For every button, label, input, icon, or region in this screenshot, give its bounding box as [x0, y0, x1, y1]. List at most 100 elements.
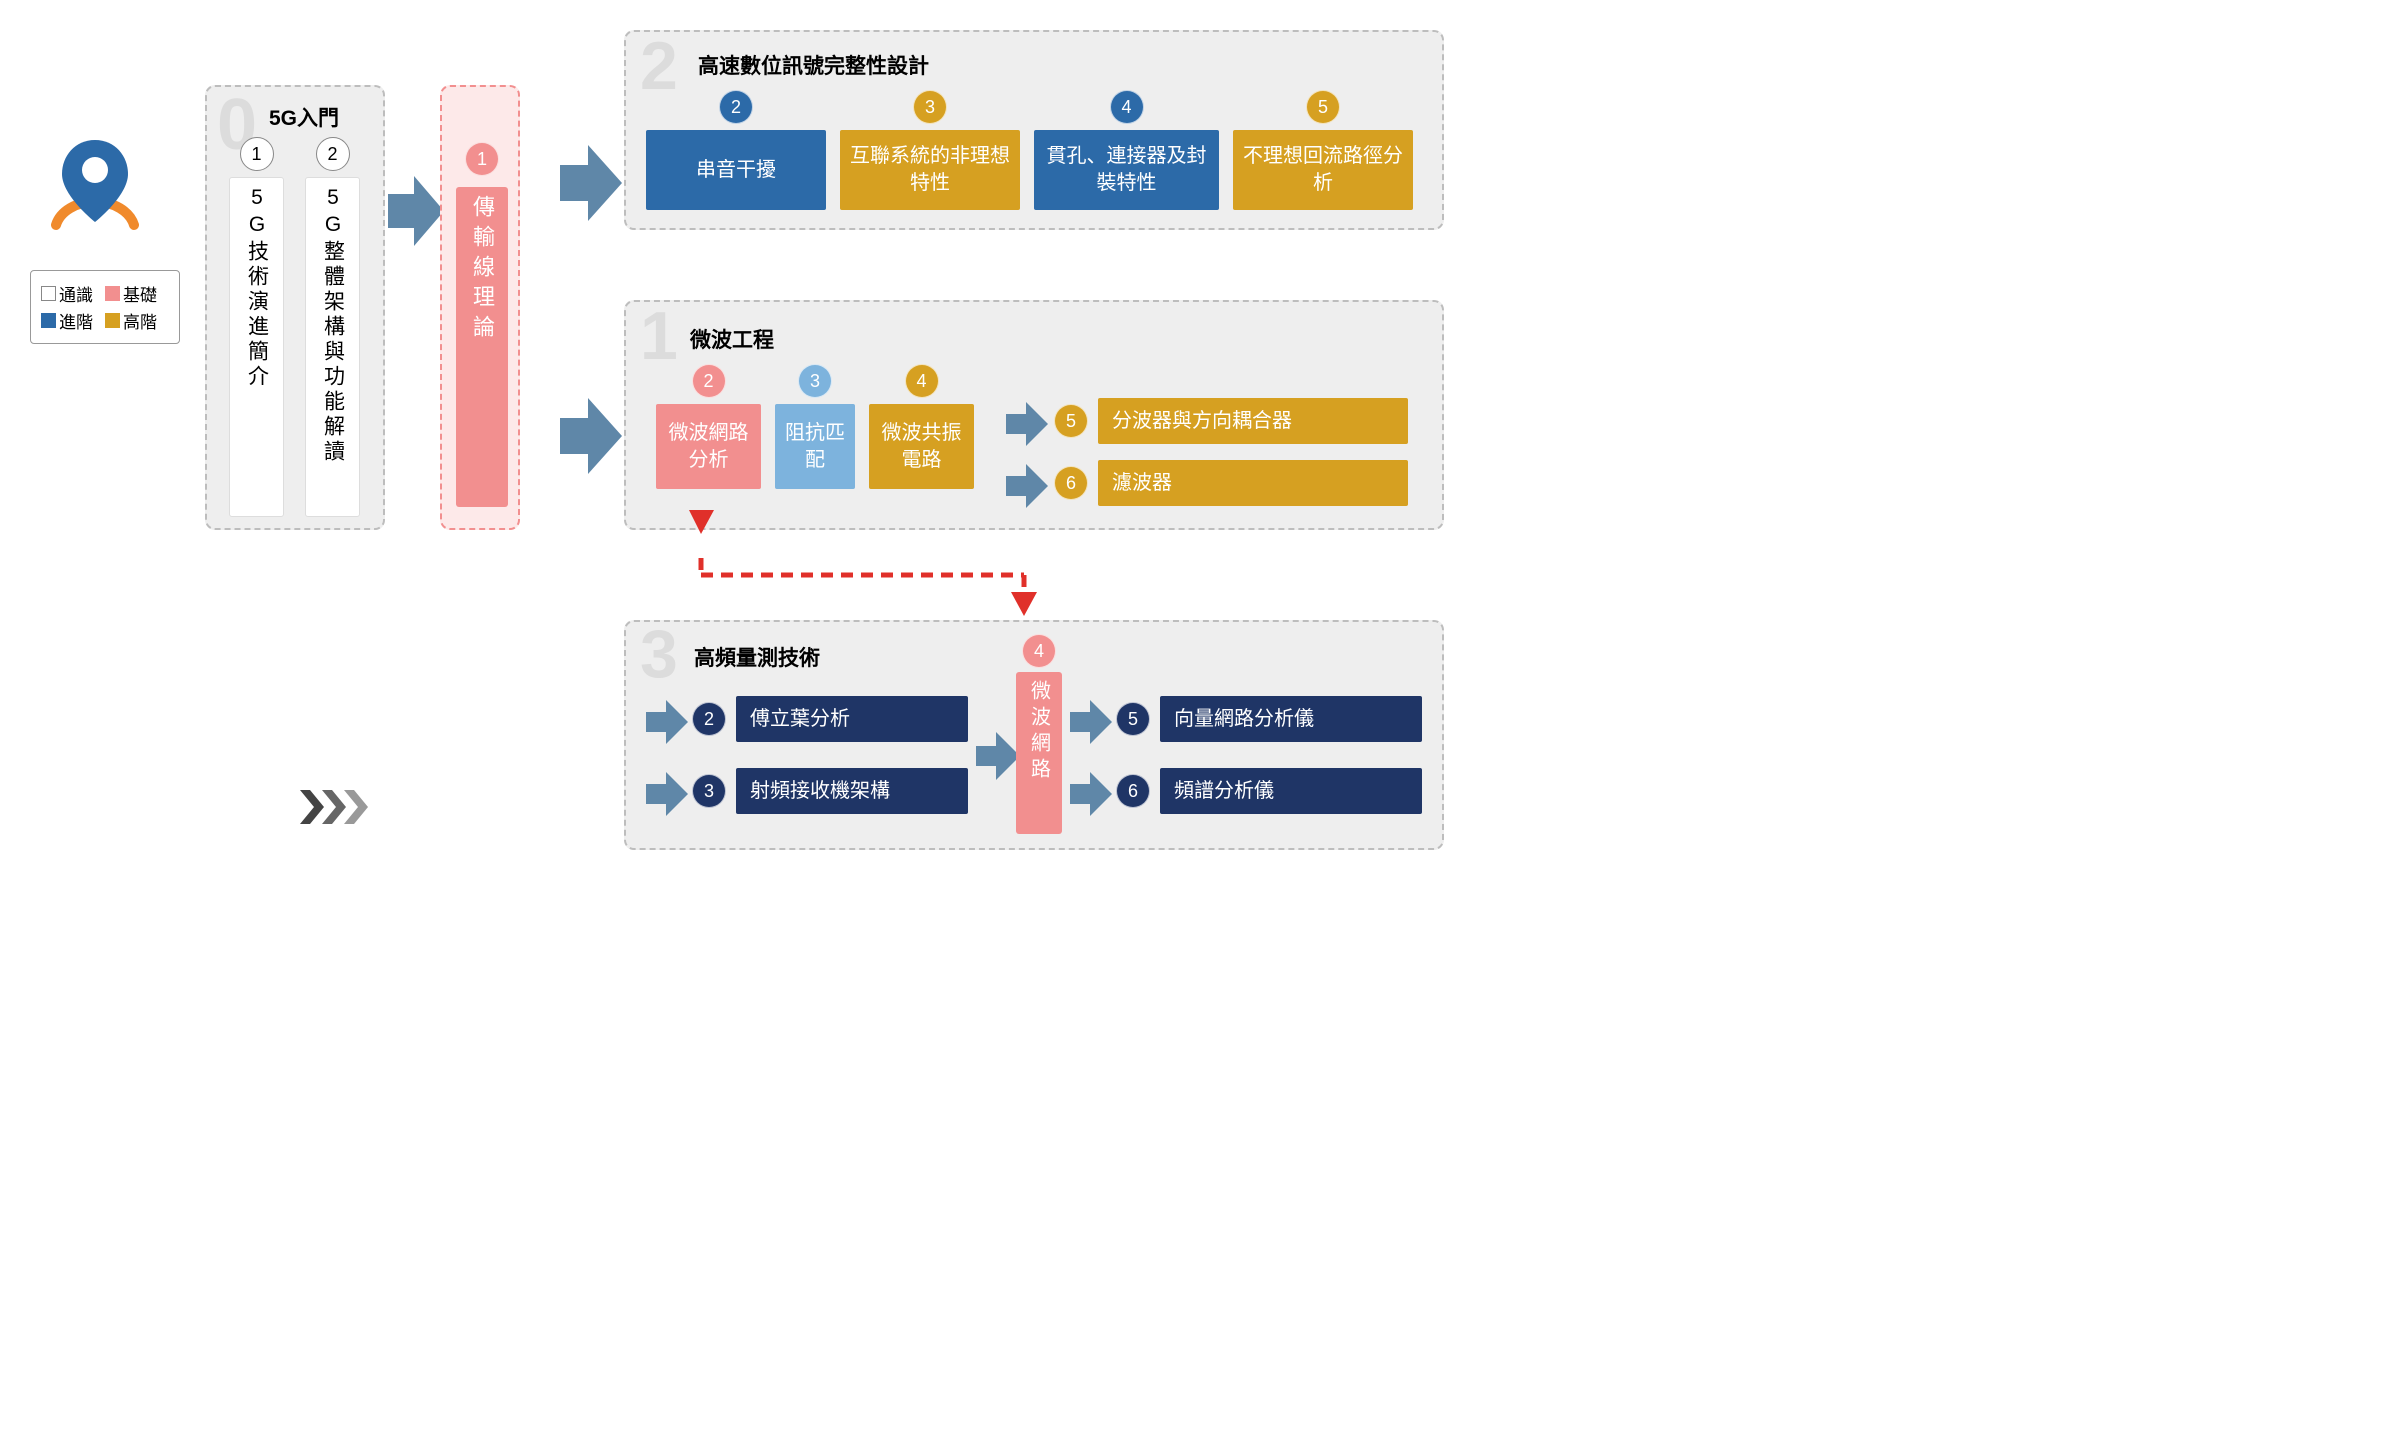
num-circle: 6 [1054, 466, 1088, 500]
legend-item: 通識 [41, 281, 93, 306]
num-label: 5 [1318, 97, 1328, 118]
legend-label: 進階 [59, 308, 93, 333]
num-circle: 1 [465, 142, 499, 176]
course-group: 3 互聯系統的非理想特性 [840, 90, 1020, 210]
num-circle: 3 [913, 90, 947, 124]
num-circle: 5 [1054, 404, 1088, 438]
course-card: 向量網路分析儀 [1160, 696, 1422, 742]
chevrons-icon [300, 790, 380, 824]
course-card: 射頻接收機架構 [736, 768, 968, 814]
course-label: 5G技術演進簡介 [242, 186, 272, 390]
num-circle: 2 [719, 90, 753, 124]
panel-title: 高速數位訊號完整性設計 [698, 50, 929, 80]
num-label: 2 [731, 97, 741, 118]
course-group: 5 不理想回流路徑分析 [1233, 90, 1413, 210]
num-label: 1 [477, 149, 487, 170]
course-card: 串音干擾 [646, 130, 826, 210]
course-card: 微波網路分析 [656, 404, 761, 489]
course-label: 頻譜分析儀 [1174, 778, 1274, 805]
num-circle: 1 [240, 137, 274, 171]
num-label: 5 [1066, 411, 1076, 432]
course-card: 5G整體架構與功能解讀 [305, 177, 360, 517]
num-label: 2 [703, 371, 713, 392]
legend-swatch [105, 286, 120, 301]
course-card: 微波網路 [1016, 672, 1062, 834]
course-label: 傅立葉分析 [750, 706, 850, 733]
course-label: 向量網路分析儀 [1174, 706, 1314, 733]
arrow-icon [560, 398, 622, 474]
course-card: 5G技術演進簡介 [229, 177, 284, 517]
course-card: 傅立葉分析 [736, 696, 968, 742]
num-label: 6 [1128, 781, 1138, 802]
num-circle: 6 [1116, 774, 1150, 808]
course-label: 濾波器 [1112, 470, 1172, 497]
course-label: 微波網路分析 [664, 420, 753, 474]
course-group: 3 阻抗匹配 [775, 364, 855, 489]
legend-item: 進階 [41, 308, 93, 333]
num-circle: 4 [1110, 90, 1144, 124]
legend: 通識 基礎 進階 高階 [30, 270, 180, 344]
course-card: 微波共振電路 [869, 404, 974, 489]
course-group: 2 微波網路分析 [656, 364, 761, 489]
course-label: 貫孔、連接器及封裝特性 [1042, 143, 1211, 197]
num-circle: 4 [1022, 634, 1056, 668]
course-card: 頻譜分析儀 [1160, 768, 1422, 814]
legend-label: 高階 [123, 308, 157, 333]
course-group: 4 貫孔、連接器及封裝特性 [1034, 90, 1219, 210]
legend-swatch [105, 313, 120, 328]
course-label: 互聯系統的非理想特性 [848, 143, 1012, 197]
connector-dashed [624, 510, 1124, 620]
course-label: 傳輸線理論 [466, 195, 498, 345]
panel-number: 1 [640, 302, 678, 370]
location-pin-icon [50, 130, 140, 240]
course-group: 2 串音干擾 [646, 90, 826, 210]
arrow-icon [560, 145, 622, 221]
panel-1: 1 微波工程 2 微波網路分析 3 阻抗匹配 4 微波共振電路 [624, 300, 1444, 530]
num-label: 6 [1066, 473, 1076, 494]
course-label: 微波共振電路 [877, 420, 966, 474]
num-label: 4 [1121, 97, 1131, 118]
panel-transmission: 1 傳輸線理論 [440, 85, 520, 530]
legend-label: 通識 [59, 281, 93, 306]
num-label: 3 [704, 781, 714, 802]
panel-title: 5G入門 [269, 102, 339, 132]
panel-number: 3 [640, 620, 678, 688]
num-label: 2 [704, 709, 714, 730]
course-card: 傳輸線理論 [456, 187, 508, 507]
num-label: 3 [810, 371, 820, 392]
course-card: 貫孔、連接器及封裝特性 [1034, 130, 1219, 210]
num-label: 5 [1128, 709, 1138, 730]
legend-swatch [41, 313, 56, 328]
arrow-icon [1070, 700, 1112, 744]
course-card: 分波器與方向耦合器 [1098, 398, 1408, 444]
legend-label: 基礎 [123, 281, 157, 306]
num-label: 2 [327, 144, 337, 165]
course-group: 4 微波共振電路 [869, 364, 974, 489]
legend-item: 高階 [105, 308, 157, 333]
num-label: 4 [916, 371, 926, 392]
num-circle: 2 [316, 137, 350, 171]
num-circle: 2 [692, 702, 726, 736]
panel-title: 微波工程 [690, 324, 774, 354]
num-circle: 2 [692, 364, 726, 398]
course-label: 微波網路 [1025, 680, 1054, 784]
arrow-icon [976, 732, 1020, 780]
num-circle: 4 [905, 364, 939, 398]
arrow-icon [646, 772, 688, 816]
course-group: 4 微波網路 [1016, 634, 1062, 834]
course-card: 阻抗匹配 [775, 404, 855, 489]
course-label: 阻抗匹配 [783, 420, 847, 474]
arrow-icon [1006, 464, 1048, 508]
num-label: 3 [925, 97, 935, 118]
num-label: 1 [251, 144, 261, 165]
course-card: 互聯系統的非理想特性 [840, 130, 1020, 210]
num-circle: 5 [1116, 702, 1150, 736]
num-circle: 3 [692, 774, 726, 808]
legend-swatch [41, 286, 56, 301]
panel-2: 2 高速數位訊號完整性設計 2 串音干擾 3 互聯系統的非理想特性 4 貫孔、連… [624, 30, 1444, 230]
arrow-icon [1006, 402, 1048, 446]
course-label: 分波器與方向耦合器 [1112, 408, 1292, 435]
legend-item: 基礎 [105, 281, 157, 306]
course-label: 5G整體架構與功能解讀 [318, 186, 348, 465]
course-label: 不理想回流路徑分析 [1241, 143, 1405, 197]
